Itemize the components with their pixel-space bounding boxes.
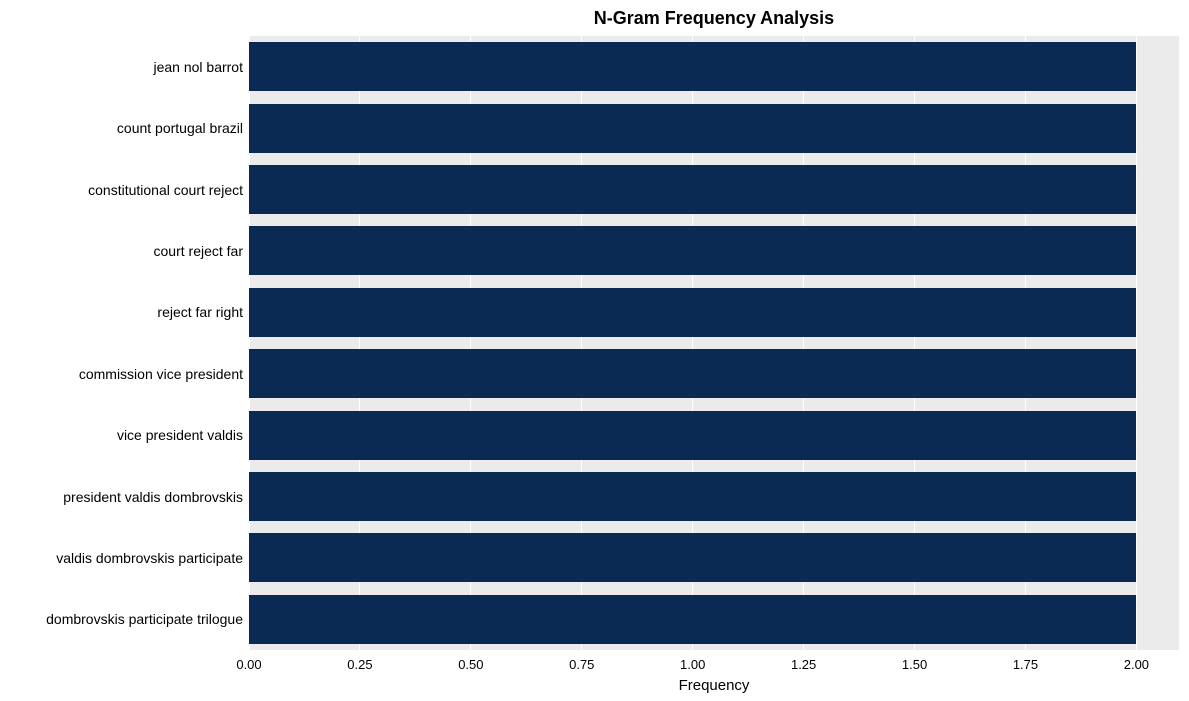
bar (249, 411, 1136, 460)
bar-row (249, 288, 1179, 337)
x-tick-label: 0.75 (569, 657, 594, 672)
bar-row (249, 42, 1179, 91)
bar-row (249, 595, 1179, 644)
bar (249, 349, 1136, 398)
y-tick-label: commission vice president (79, 366, 243, 382)
x-axis-label: Frequency (679, 677, 750, 694)
chart-title: N-Gram Frequency Analysis (249, 8, 1179, 29)
bar (249, 165, 1136, 214)
bar (249, 533, 1136, 582)
x-tick-label: 1.25 (791, 657, 816, 672)
bar-row (249, 472, 1179, 521)
x-tick-label: 0.50 (458, 657, 483, 672)
plot-area (249, 36, 1179, 650)
bar-row (249, 226, 1179, 275)
x-tick-label: 0.25 (347, 657, 372, 672)
bar-row (249, 349, 1179, 398)
bar (249, 226, 1136, 275)
bar (249, 104, 1136, 153)
x-tick-label: 0.00 (236, 657, 261, 672)
bar (249, 42, 1136, 91)
y-tick-label: president valdis dombrovskis (63, 489, 243, 505)
y-tick-label: dombrovskis participate trilogue (46, 611, 243, 627)
bar-row (249, 104, 1179, 153)
y-tick-label: valdis dombrovskis participate (56, 550, 243, 566)
bar-row (249, 533, 1179, 582)
x-tick-label: 1.75 (1013, 657, 1038, 672)
x-tick-label: 1.50 (902, 657, 927, 672)
y-tick-label: court reject far (154, 243, 243, 259)
bar (249, 288, 1136, 337)
y-tick-label: vice president valdis (117, 427, 243, 443)
y-tick-label: reject far right (157, 304, 243, 320)
x-tick-label: 2.00 (1124, 657, 1149, 672)
bar-row (249, 165, 1179, 214)
bar (249, 472, 1136, 521)
x-tick-label: 1.00 (680, 657, 705, 672)
bar (249, 595, 1136, 644)
y-tick-label: jean nol barrot (153, 59, 243, 75)
y-tick-label: count portugal brazil (117, 120, 243, 136)
y-tick-label: constitutional court reject (88, 182, 243, 198)
bar-row (249, 411, 1179, 460)
chart-container: N-Gram Frequency Analysis jean nol barro… (0, 0, 1189, 701)
